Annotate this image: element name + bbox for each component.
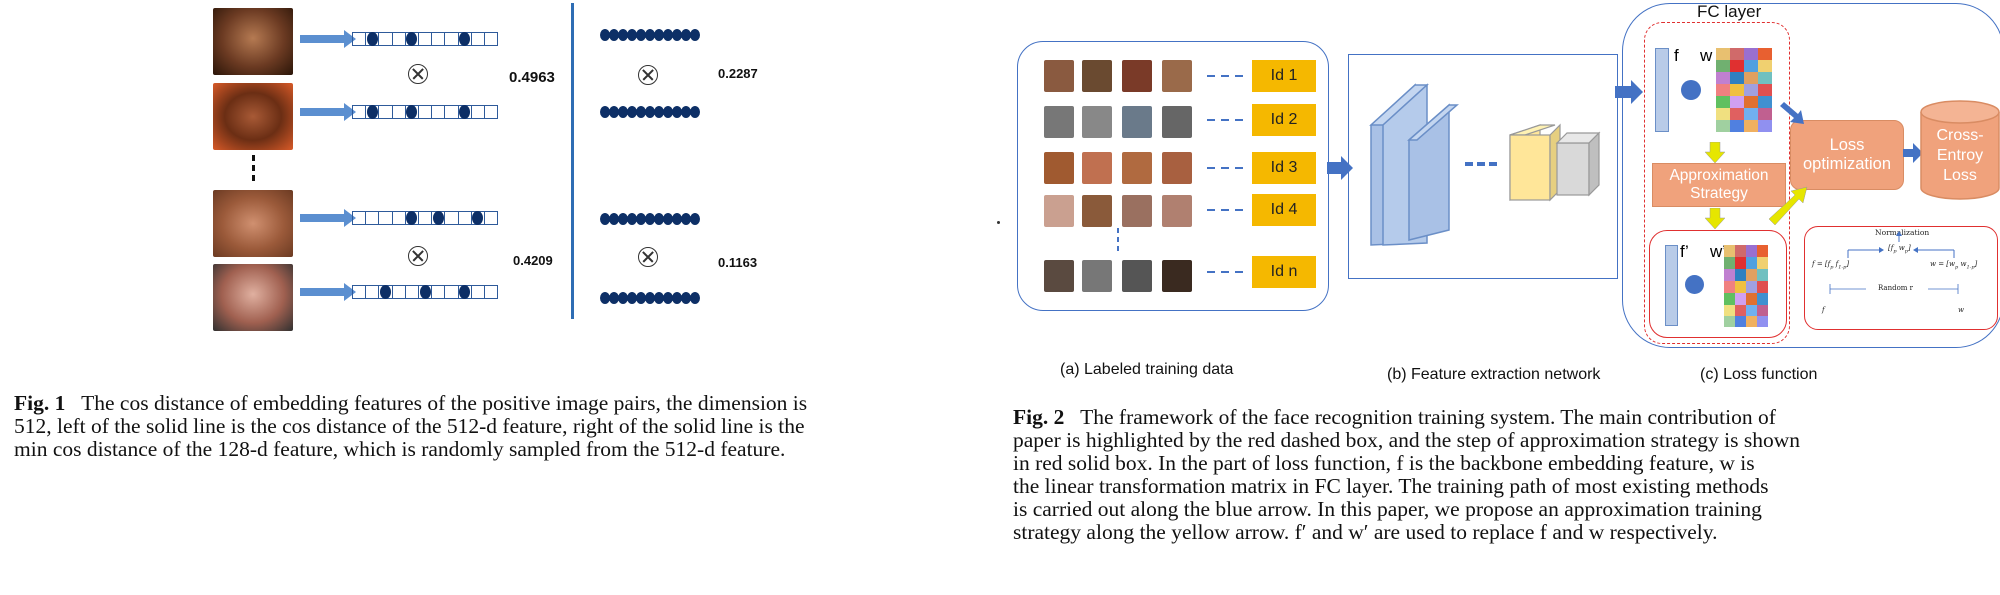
f-prime-feature-bar: [1665, 245, 1678, 326]
f-label: f: [1674, 46, 1679, 65]
vector-512-a: [352, 32, 498, 46]
cross-entropy-label: Cross-Entroy Loss: [1936, 127, 1984, 184]
dots-128-b: [600, 106, 700, 118]
normalization-label: Normalization: [1875, 228, 1930, 237]
figure-1-caption: Fig. 1 The cos distance of embedding fea…: [14, 391, 808, 461]
divider-line: [571, 3, 574, 319]
w-var-label: w: [1958, 306, 1964, 314]
otimes-icon: [638, 65, 658, 85]
f-prime-label: f’: [1680, 242, 1689, 261]
approximation-strategy-box: Approximation Strategy: [1652, 163, 1786, 207]
ellipsis-dashes: [252, 155, 255, 183]
feature-network-box: [1348, 54, 1618, 279]
yellow-arrow-down-2: [1705, 208, 1725, 230]
sublabel-a: (a) Labeled training data: [1060, 361, 1234, 378]
arrow-to-cross-entropy: [1903, 143, 1923, 163]
cos-value-512-bottom: 0.4209: [513, 253, 553, 268]
contribution-dashed-box: [1644, 22, 1790, 344]
w-prime-matrix: [1724, 245, 1768, 327]
id-label-n: Id n: [1252, 256, 1316, 288]
vector-512-d: [352, 285, 498, 299]
figure-2-caption: Fig. 2 The framework of the face recogni…: [1013, 405, 1800, 544]
w-prime-label: w’: [1710, 242, 1727, 261]
face-image-1: [213, 8, 293, 75]
cos-value-128-top: 0.2287: [718, 66, 758, 81]
vector-512-b: [352, 105, 498, 119]
arrow-a-to-b: [1327, 156, 1353, 180]
approx-formula-box: [1804, 226, 1998, 330]
dot-product-icon: [1681, 80, 1701, 100]
cos-value-512-top: 0.4963: [509, 69, 555, 86]
yellow-arrow-diagonal: [1768, 186, 1808, 226]
f-feature-bar: [1655, 48, 1669, 132]
cos-value-128-bottom: 0.1163: [718, 255, 758, 270]
dots-128-a: [600, 29, 700, 41]
otimes-icon: [408, 246, 428, 266]
network-diagram: [1369, 83, 1601, 246]
loss-optimization-box: Loss optimization: [1790, 120, 1904, 190]
id-label-1: Id 1: [1252, 60, 1316, 92]
w-label: w: [1700, 46, 1713, 65]
approximation-solid-box: [1649, 230, 1787, 338]
dots-128-c: [600, 213, 700, 225]
fc-layer-label: FC layer: [1697, 2, 1762, 21]
face-image-3: [213, 190, 293, 257]
dot-product-icon: [1685, 275, 1704, 294]
blue-arrow-to-loss: [1780, 102, 1804, 124]
formula-arrows: [1829, 231, 1959, 294]
fig1-arrows: [300, 30, 356, 301]
approx-formula: Normalization [fp wp] f = [fp f1-p] w = …: [1806, 228, 1996, 328]
f-var-label: f: [1822, 306, 1825, 314]
vector-512-c: [352, 211, 498, 225]
cross-entropy-cylinder: [1920, 100, 2000, 200]
caption-label: Fig. 1: [14, 391, 66, 415]
loss-function-box: [1622, 3, 2000, 348]
w-matrix: [1716, 48, 1772, 132]
face-image-2: [213, 83, 293, 150]
otimes-icon: [408, 64, 428, 84]
yellow-arrow-down-1: [1705, 142, 1725, 164]
sublabel-b: (b) Feature extraction network: [1387, 366, 1601, 383]
ellipsis-dashes: [1117, 228, 1119, 254]
stray-mark: [997, 221, 1000, 224]
training-data-box: [1017, 41, 1329, 311]
id-label-3: Id 3: [1252, 152, 1316, 184]
dots-128-d: [600, 292, 700, 304]
otimes-icon: [638, 247, 658, 267]
caption-label: Fig. 2: [1013, 405, 1065, 429]
face-image-4: [213, 264, 293, 331]
random-r-label: Random r: [1878, 284, 1914, 292]
sublabel-c: (c) Loss function: [1700, 366, 1818, 383]
id-connectors: [1207, 75, 1247, 273]
id-label-4: Id 4: [1252, 194, 1316, 226]
id-label-2: Id 2: [1252, 104, 1316, 136]
